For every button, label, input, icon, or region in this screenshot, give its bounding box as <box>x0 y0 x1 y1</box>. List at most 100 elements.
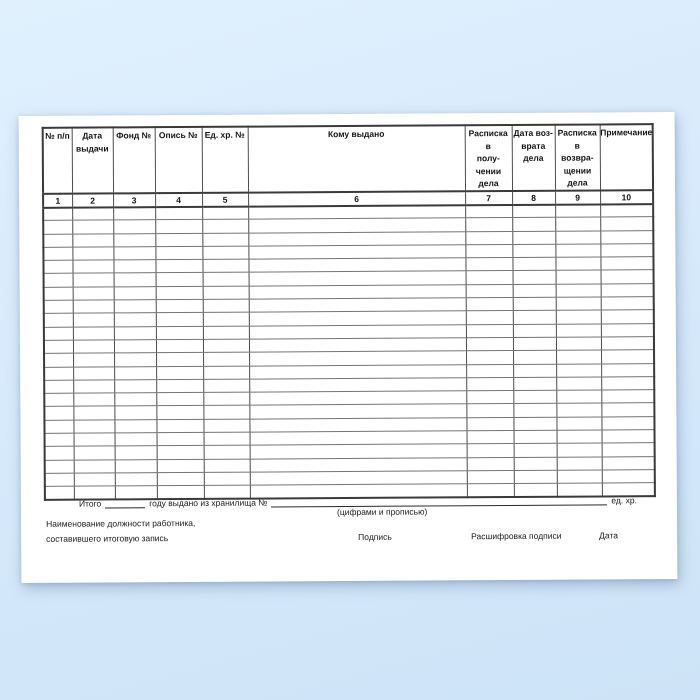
empty-cell <box>248 271 466 286</box>
empty-cell <box>512 323 556 338</box>
column-number-cell: 3 <box>113 192 156 207</box>
empty-cell <box>155 219 203 234</box>
empty-cell <box>203 432 250 446</box>
empty-cell <box>555 203 601 218</box>
empty-cell <box>72 326 114 341</box>
empty-cell <box>600 256 654 271</box>
empty-cell <box>465 204 513 219</box>
empty-cell <box>203 405 250 420</box>
signature-name-label: Расшифровка подписи <box>471 530 562 542</box>
empty-cell <box>556 376 602 391</box>
empty-cell <box>202 272 249 287</box>
empty-cell <box>555 323 601 338</box>
table-body <box>43 203 655 500</box>
signature-label: Подпись <box>358 531 392 542</box>
column-header-storage-unit: Ед. хр. № <box>201 126 249 193</box>
empty-cell <box>601 403 655 417</box>
empty-cell <box>44 406 74 421</box>
empty-cell <box>555 257 601 271</box>
empty-cell <box>73 379 115 394</box>
empty-cell <box>203 418 250 433</box>
empty-cell <box>249 430 467 446</box>
empty-cell <box>555 297 601 311</box>
empty-cell <box>600 230 654 244</box>
empty-cell <box>72 273 114 287</box>
empty-cell <box>73 446 115 460</box>
empty-cell <box>114 392 157 407</box>
empty-cell <box>601 363 655 377</box>
empty-cell <box>512 257 556 271</box>
empty-cell <box>601 469 655 484</box>
empty-cell <box>113 326 156 340</box>
empty-cell <box>466 390 514 405</box>
empty-cell <box>555 243 601 258</box>
empty-cell <box>202 232 249 247</box>
empty-cell <box>72 339 115 354</box>
empty-cell <box>600 203 654 218</box>
empty-cell <box>249 470 467 486</box>
empty-cell <box>248 284 466 300</box>
column-number-cell: 9 <box>555 189 601 205</box>
column-number-cell: 7 <box>465 190 513 205</box>
empty-cell <box>155 246 203 260</box>
empty-cell <box>512 310 556 325</box>
empty-cell <box>156 432 204 447</box>
column-number-cell: 6 <box>248 190 466 207</box>
empty-cell <box>513 403 557 418</box>
column-header-fond-number: Фонд № <box>112 127 156 193</box>
empty-cell <box>513 377 557 391</box>
column-number-cell: 4 <box>155 192 203 207</box>
empty-cell <box>512 337 557 351</box>
empty-cell <box>600 216 654 231</box>
empty-cell <box>203 392 250 406</box>
empty-cell <box>600 243 654 258</box>
empty-cell <box>113 273 156 287</box>
empty-cell <box>249 377 467 393</box>
empty-cell <box>43 233 73 248</box>
empty-cell <box>600 270 654 284</box>
empty-cell <box>114 472 157 487</box>
empty-cell <box>465 284 513 298</box>
empty-cell <box>44 433 74 447</box>
empty-cell <box>155 206 203 220</box>
empty-cell <box>601 442 655 457</box>
empty-cell <box>465 324 513 338</box>
empty-cell <box>203 458 250 473</box>
empty-cell <box>466 364 514 378</box>
empty-cell <box>202 206 249 220</box>
empty-cell <box>555 230 601 245</box>
column-header-receipt-received: Расписка в полу- чении дела <box>464 124 513 191</box>
column-header-return-date: Дата воз- врата дела <box>511 124 556 191</box>
empty-cell <box>601 429 655 444</box>
empty-cell <box>155 339 204 353</box>
empty-cell <box>249 444 467 459</box>
empty-cell <box>249 417 467 433</box>
empty-cell <box>156 419 204 433</box>
empty-cell <box>114 406 157 420</box>
empty-cell <box>72 300 114 314</box>
column-number-cell: 8 <box>512 190 556 205</box>
empty-cell <box>43 300 73 314</box>
empty-cell <box>556 390 602 404</box>
empty-cell <box>155 286 203 300</box>
empty-cell <box>72 286 114 301</box>
empty-cell <box>203 378 250 393</box>
year-blank-field <box>105 499 146 509</box>
empty-cell <box>44 353 74 367</box>
empty-cell <box>512 284 556 298</box>
empty-cell <box>156 405 204 420</box>
empty-cell <box>155 312 203 327</box>
empty-cell <box>465 310 513 325</box>
empty-cell <box>155 272 203 287</box>
column-number-cell: 5 <box>202 192 249 207</box>
empty-cell <box>114 352 157 367</box>
empty-cell <box>44 473 74 487</box>
column-header-receipt-returned: Расписка в возвра- щении дела <box>554 124 601 191</box>
empty-cell <box>513 416 557 431</box>
empty-cell <box>556 456 602 471</box>
empty-cell <box>556 429 602 444</box>
empty-cell <box>556 403 602 417</box>
summary-total-label: Итого <box>78 498 102 509</box>
empty-cell <box>73 353 115 367</box>
